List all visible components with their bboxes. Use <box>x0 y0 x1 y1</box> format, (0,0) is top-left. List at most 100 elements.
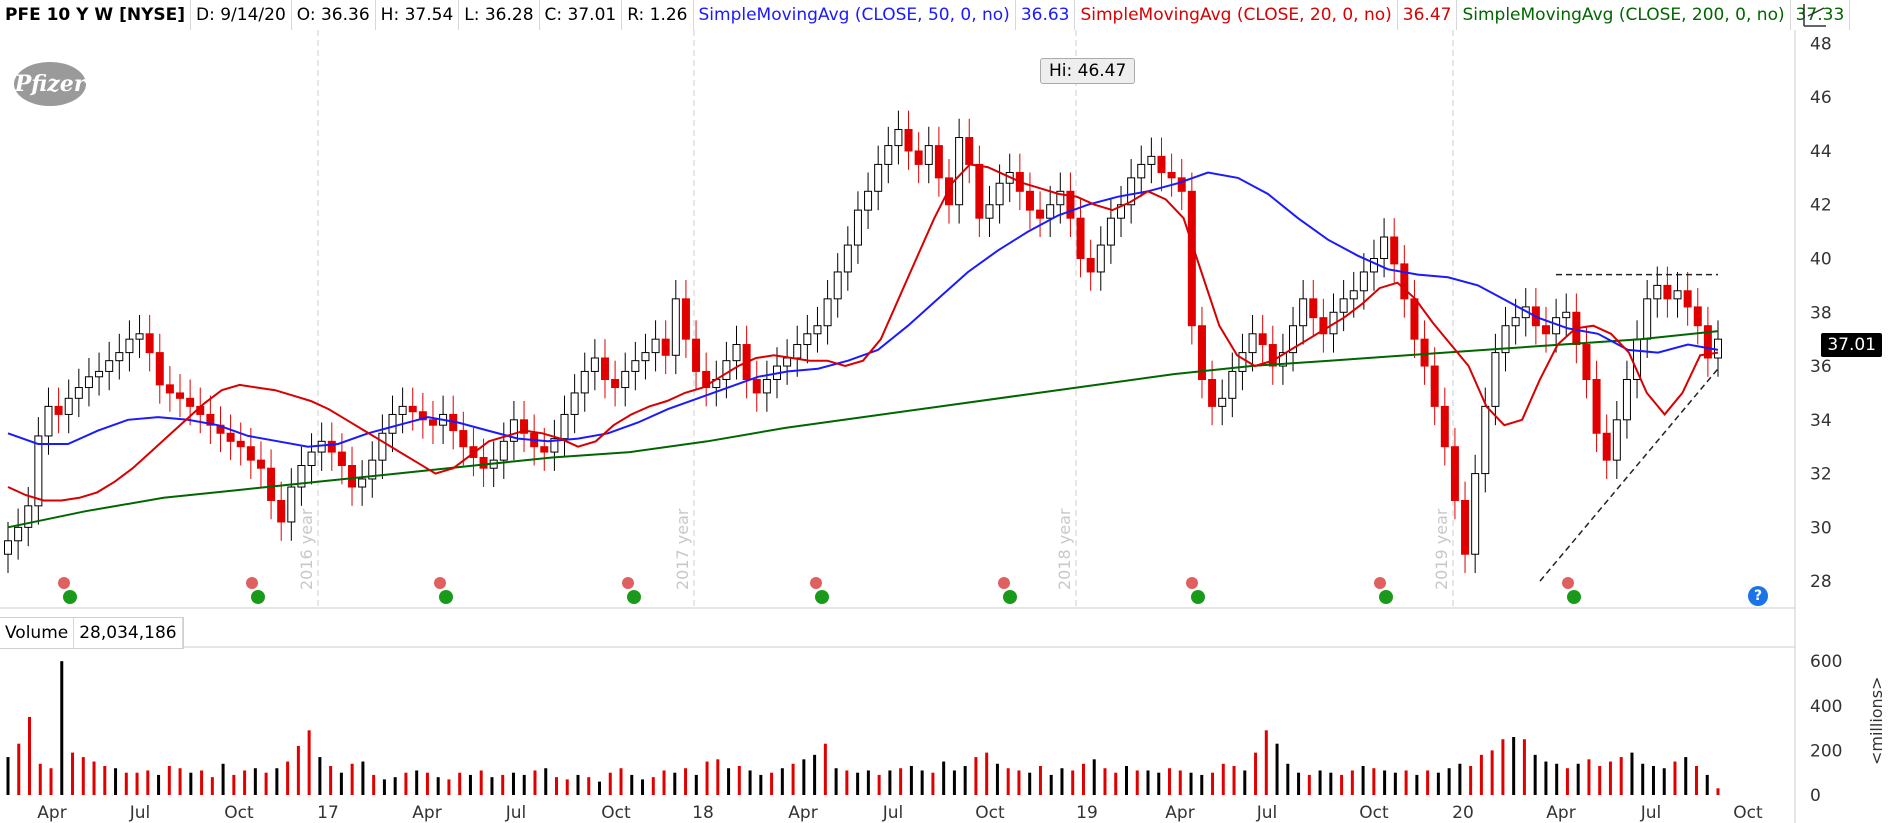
volume-bar <box>533 770 537 795</box>
volume-bar <box>372 774 376 795</box>
volume-bar <box>49 768 53 795</box>
volume-bar <box>221 763 225 795</box>
symbol-title[interactable]: PFE 10 Y W [NYSE] <box>0 0 192 30</box>
candle <box>985 204 994 219</box>
volume-bar <box>6 757 10 795</box>
candle <box>1349 290 1358 300</box>
high-callout: Hi: 46.47 <box>1040 58 1136 84</box>
volume-bar <box>1092 759 1096 795</box>
x-tick-label: Apr <box>788 803 817 823</box>
date-value: D: 9/14/20 <box>191 0 292 30</box>
volume-bar <box>1684 757 1688 795</box>
candle <box>732 344 741 362</box>
candle <box>1197 325 1206 380</box>
candle <box>520 419 529 434</box>
candle <box>206 413 215 426</box>
candle <box>1157 155 1166 173</box>
year-marker-label: 2019 year <box>1432 508 1451 590</box>
volume-bar <box>1189 772 1193 795</box>
volume-y-tick: 600 <box>1810 652 1842 672</box>
volume-bar <box>1512 737 1516 795</box>
volume-bar <box>866 770 870 795</box>
candle <box>24 505 33 528</box>
volume-y-tick: 0 <box>1810 786 1821 806</box>
candle <box>833 271 842 300</box>
candle <box>459 430 468 448</box>
volume-bar <box>501 774 505 795</box>
sma20-label[interactable]: SimpleMovingAvg (CLOSE, 20, 0, no) <box>1075 0 1398 30</box>
candle <box>14 526 23 542</box>
drawing-tool-icon[interactable] <box>1800 0 1830 30</box>
candle <box>843 244 852 273</box>
volume-bar <box>651 777 655 795</box>
help-icon[interactable]: ? <box>1748 586 1768 606</box>
candle <box>1046 204 1055 219</box>
range-value: R: 1.26 <box>622 0 694 30</box>
volume-bar <box>1533 754 1537 795</box>
candle <box>1643 298 1652 340</box>
candle <box>1390 236 1399 265</box>
candle <box>1187 190 1196 327</box>
candle <box>1218 397 1227 407</box>
candle <box>692 338 701 372</box>
volume-bar <box>393 777 397 795</box>
volume-bar <box>1694 766 1698 795</box>
candle <box>661 338 670 356</box>
candle <box>1622 378 1631 421</box>
candle <box>651 338 660 354</box>
volume-bar <box>146 770 150 795</box>
candle <box>803 333 812 346</box>
candle <box>246 446 255 461</box>
candle <box>590 357 599 372</box>
volume-bar <box>81 757 85 795</box>
candle <box>337 451 346 467</box>
candle <box>1167 171 1176 179</box>
sma200-label[interactable]: SimpleMovingAvg (CLOSE, 200, 0, no) <box>1457 0 1791 30</box>
candle <box>155 352 164 386</box>
candle <box>327 440 336 453</box>
volume-bar <box>1598 766 1602 795</box>
dividend-icon <box>627 590 641 604</box>
volume-bar <box>339 772 343 795</box>
chart-header: PFE 10 Y W [NYSE] D: 9/14/20 O: 36.36 H:… <box>0 0 1851 30</box>
volume-unit-label: <millions> <box>1867 677 1886 765</box>
x-tick-label: Apr <box>1165 803 1194 823</box>
candle <box>44 405 53 437</box>
candle <box>580 370 589 394</box>
dividend-icon <box>63 590 77 604</box>
volume-bar <box>1608 761 1612 795</box>
candle <box>135 333 144 340</box>
candle <box>1319 317 1328 335</box>
dividend-icon <box>815 590 829 604</box>
volume-bar <box>1307 774 1311 795</box>
candle <box>1633 338 1642 380</box>
candle <box>1481 405 1490 475</box>
candle <box>681 298 690 340</box>
volume-bar <box>856 772 860 795</box>
candle <box>702 370 711 389</box>
sma50-label[interactable]: SimpleMovingAvg (CLOSE, 50, 0, no) <box>694 0 1016 30</box>
volume-bar <box>1329 772 1333 795</box>
volume-bar <box>1383 770 1387 795</box>
volume-bar <box>748 770 752 795</box>
candle <box>1208 378 1217 407</box>
volume-bar <box>157 774 161 795</box>
x-tick-label: 20 <box>1452 803 1474 823</box>
candle <box>1491 352 1500 407</box>
volume-bar <box>1297 772 1301 795</box>
volume-bar <box>1404 770 1408 795</box>
sma200-value: 37.33 <box>1791 0 1851 30</box>
candle <box>1663 284 1672 300</box>
volume-bar <box>1200 774 1204 795</box>
volume-bar <box>1630 752 1634 795</box>
volume-bar <box>1340 774 1344 795</box>
earnings-icon <box>622 577 634 589</box>
volume-bar <box>1028 772 1032 795</box>
volume-bar <box>694 774 698 795</box>
volume-bar <box>931 772 935 795</box>
volume-bar <box>436 777 440 795</box>
volume-bar <box>1544 761 1548 795</box>
volume-bar <box>167 766 171 795</box>
volume-bar <box>210 777 214 795</box>
